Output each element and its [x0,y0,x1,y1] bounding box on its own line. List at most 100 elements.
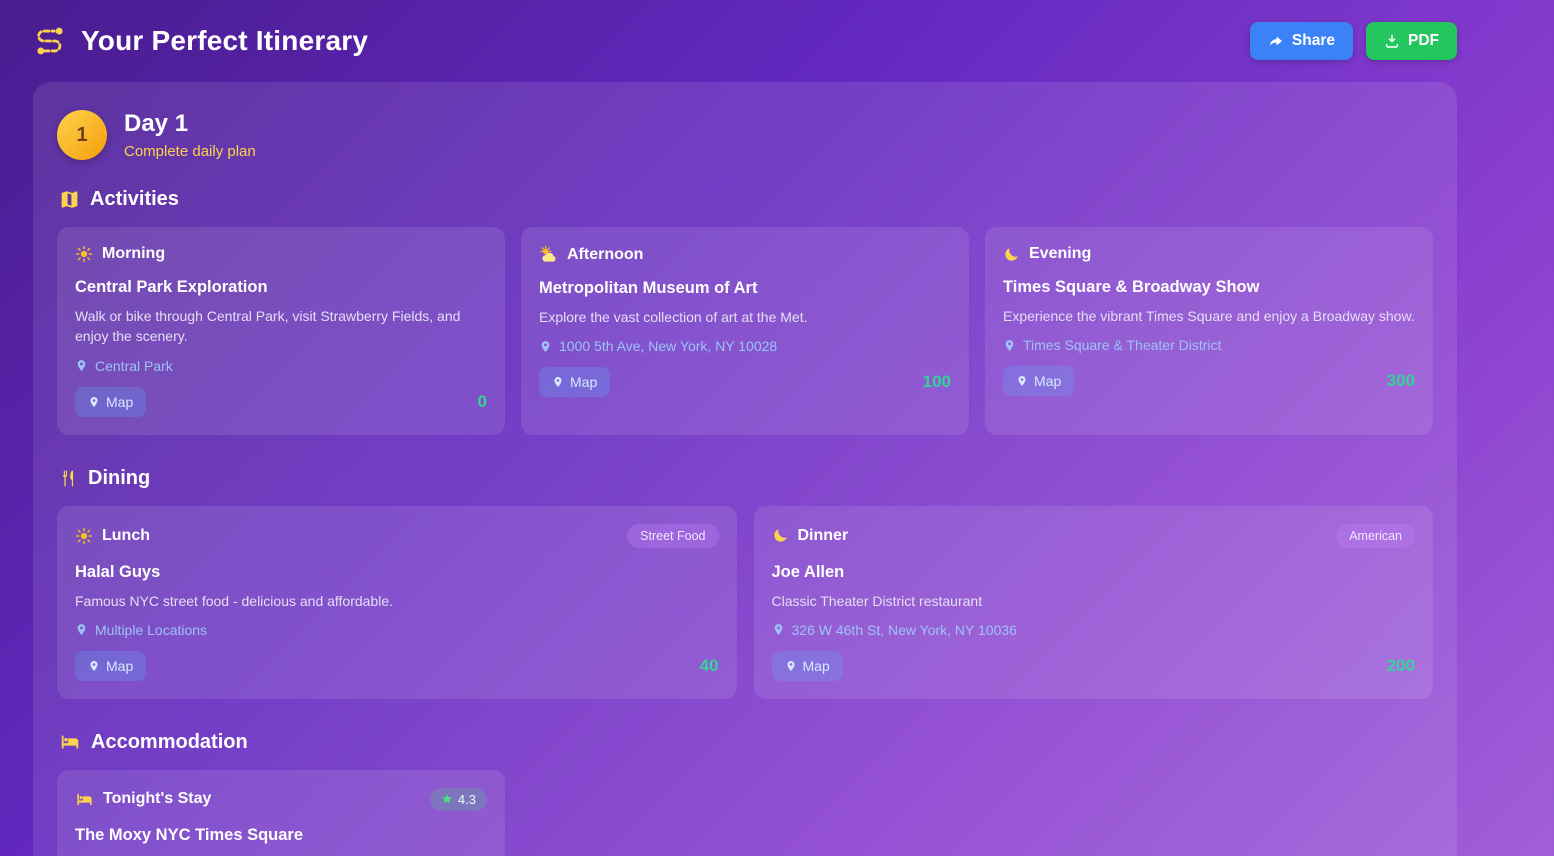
dining-section-header: Dining [59,467,1433,490]
sun-icon [75,527,93,545]
dining-section: Dining Lunch Street Food [57,467,1433,699]
accommodation-section: Accommodation Tonight's Stay [57,731,1433,856]
day-subtitle: Complete daily plan [124,143,256,160]
location-text: 326 W 46th St, New York, NY 10036 [791,621,1017,638]
map-button[interactable]: Map [539,367,611,398]
activity-card-evening: Evening Times Square & Broadway Show Exp… [985,227,1433,435]
rating-badge: 4.3 [429,787,487,811]
download-icon [1384,33,1400,49]
activities-section: Activities Morning Centr [57,188,1433,435]
meal-label: Dinner [797,526,849,544]
app-header: Your Perfect Itinerary Share PDF [0,0,1554,82]
map-button-label: Map [1034,373,1062,390]
moon-icon [772,527,789,544]
map-button-label: Map [570,374,598,391]
pin-icon [1016,375,1028,387]
restaurant-location: 326 W 46th St, New York, NY 10036 [772,622,1416,638]
meal-label-wrap: Dinner [772,526,849,545]
time-label: Evening [1029,245,1092,262]
time-label-wrap: Evening [1003,245,1091,263]
dining-price: 200 [1386,655,1415,675]
accommodation-grid: Tonight's Stay 4.3 The Moxy NYC Times Sq… [57,769,1433,856]
day-header: 1 Day 1 Complete daily plan [57,110,1433,160]
pin-icon [772,623,785,636]
dining-card-lunch: Lunch Street Food Halal Guys Famous NYC … [57,505,737,699]
activity-description: Explore the vast collection of art at th… [539,309,808,325]
accommodation-section-title: Accommodation [91,730,248,753]
sun-icon [75,245,93,263]
map-button[interactable]: Map [1003,366,1075,397]
activities-section-title: Activities [90,188,179,210]
activity-price: 0 [477,391,487,411]
share-button[interactable]: Share [1249,22,1353,60]
activity-location: Central Park [75,358,487,374]
time-label-wrap: Afternoon [539,245,643,264]
moon-icon [1003,246,1020,263]
activity-title: Central Park Exploration [75,278,268,296]
activity-price: 300 [1386,371,1415,391]
share-icon [1268,33,1284,49]
pdf-button-label: PDF [1408,32,1439,49]
restaurant-description: Classic Theater District restaurant [771,592,983,609]
stay-label: Tonight's Stay [103,790,212,808]
restaurant-name: Halal Guys [75,562,161,581]
pin-icon [75,359,88,372]
map-button[interactable]: Map [75,650,147,681]
header-actions: Share PDF [1249,22,1457,60]
meal-label: Lunch [102,526,150,544]
activity-title: Times Square & Broadway Show [1003,278,1260,296]
cuisine-badge: American [1336,523,1415,548]
accommodation-section-header: Accommodation [59,731,1433,754]
dining-price: 40 [699,655,719,675]
map-button-label: Map [106,657,134,674]
meal-label-wrap: Lunch [75,527,150,545]
pin-icon [1003,339,1016,352]
sun-cloud-icon [539,245,558,264]
restaurant-name: Joe Allen [771,562,845,581]
map-icon [59,189,80,210]
pin-icon [785,660,797,672]
map-button-label: Map [802,657,830,674]
hotel-name: The Moxy NYC Times Square [75,825,304,844]
activities-grid: Morning Central Park Exploration Walk or… [57,227,1433,435]
itinerary-card: 1 Day 1 Complete daily plan Activities [33,82,1457,856]
activity-location: Times Square & Theater District [1003,337,1415,353]
pin-icon [552,376,564,388]
location-text: Multiple Locations [95,621,208,638]
dining-card-dinner: Dinner American Joe Allen Classic Theate… [753,505,1433,699]
map-button-label: Map [106,393,134,410]
pin-icon [75,623,88,636]
dining-section-title: Dining [88,466,151,489]
location-text: Times Square & Theater District [1023,337,1222,354]
accommodation-card: Tonight's Stay 4.3 The Moxy NYC Times Sq… [57,769,505,856]
pin-icon [88,660,100,672]
page-title: Your Perfect Itinerary [81,25,369,56]
day-titles: Day 1 Complete daily plan [124,110,256,160]
bed-icon [75,790,94,809]
stay-label-wrap: Tonight's Stay [75,790,211,809]
activity-price: 100 [922,372,951,392]
map-button[interactable]: Map [771,650,843,681]
share-button-label: Share [1291,32,1335,49]
activity-description: Walk or bike through Central Park, visit… [75,308,461,345]
pdf-button[interactable]: PDF [1366,22,1457,60]
day-number-badge: 1 [57,110,107,160]
utensils-icon [59,469,78,488]
bed-icon [59,731,81,753]
time-label: Afternoon [567,245,644,263]
time-label-wrap: Morning [75,245,165,263]
cuisine-badge: Street Food [627,523,719,548]
activity-card-morning: Morning Central Park Exploration Walk or… [57,227,505,435]
star-icon [441,793,453,805]
time-label: Morning [102,245,166,262]
activities-section-header: Activities [59,188,1433,211]
dining-grid: Lunch Street Food Halal Guys Famous NYC … [57,505,1433,699]
activity-description: Experience the vibrant Times Square and … [1003,308,1415,324]
rating-value: 4.3 [457,791,476,807]
location-text: Central Park [95,357,173,374]
map-button[interactable]: Map [75,386,147,417]
header-left: Your Perfect Itinerary [33,24,368,58]
restaurant-description: Famous NYC street food - delicious and a… [75,592,394,609]
activity-title: Metropolitan Museum of Art [539,279,758,297]
pin-icon [539,340,552,353]
